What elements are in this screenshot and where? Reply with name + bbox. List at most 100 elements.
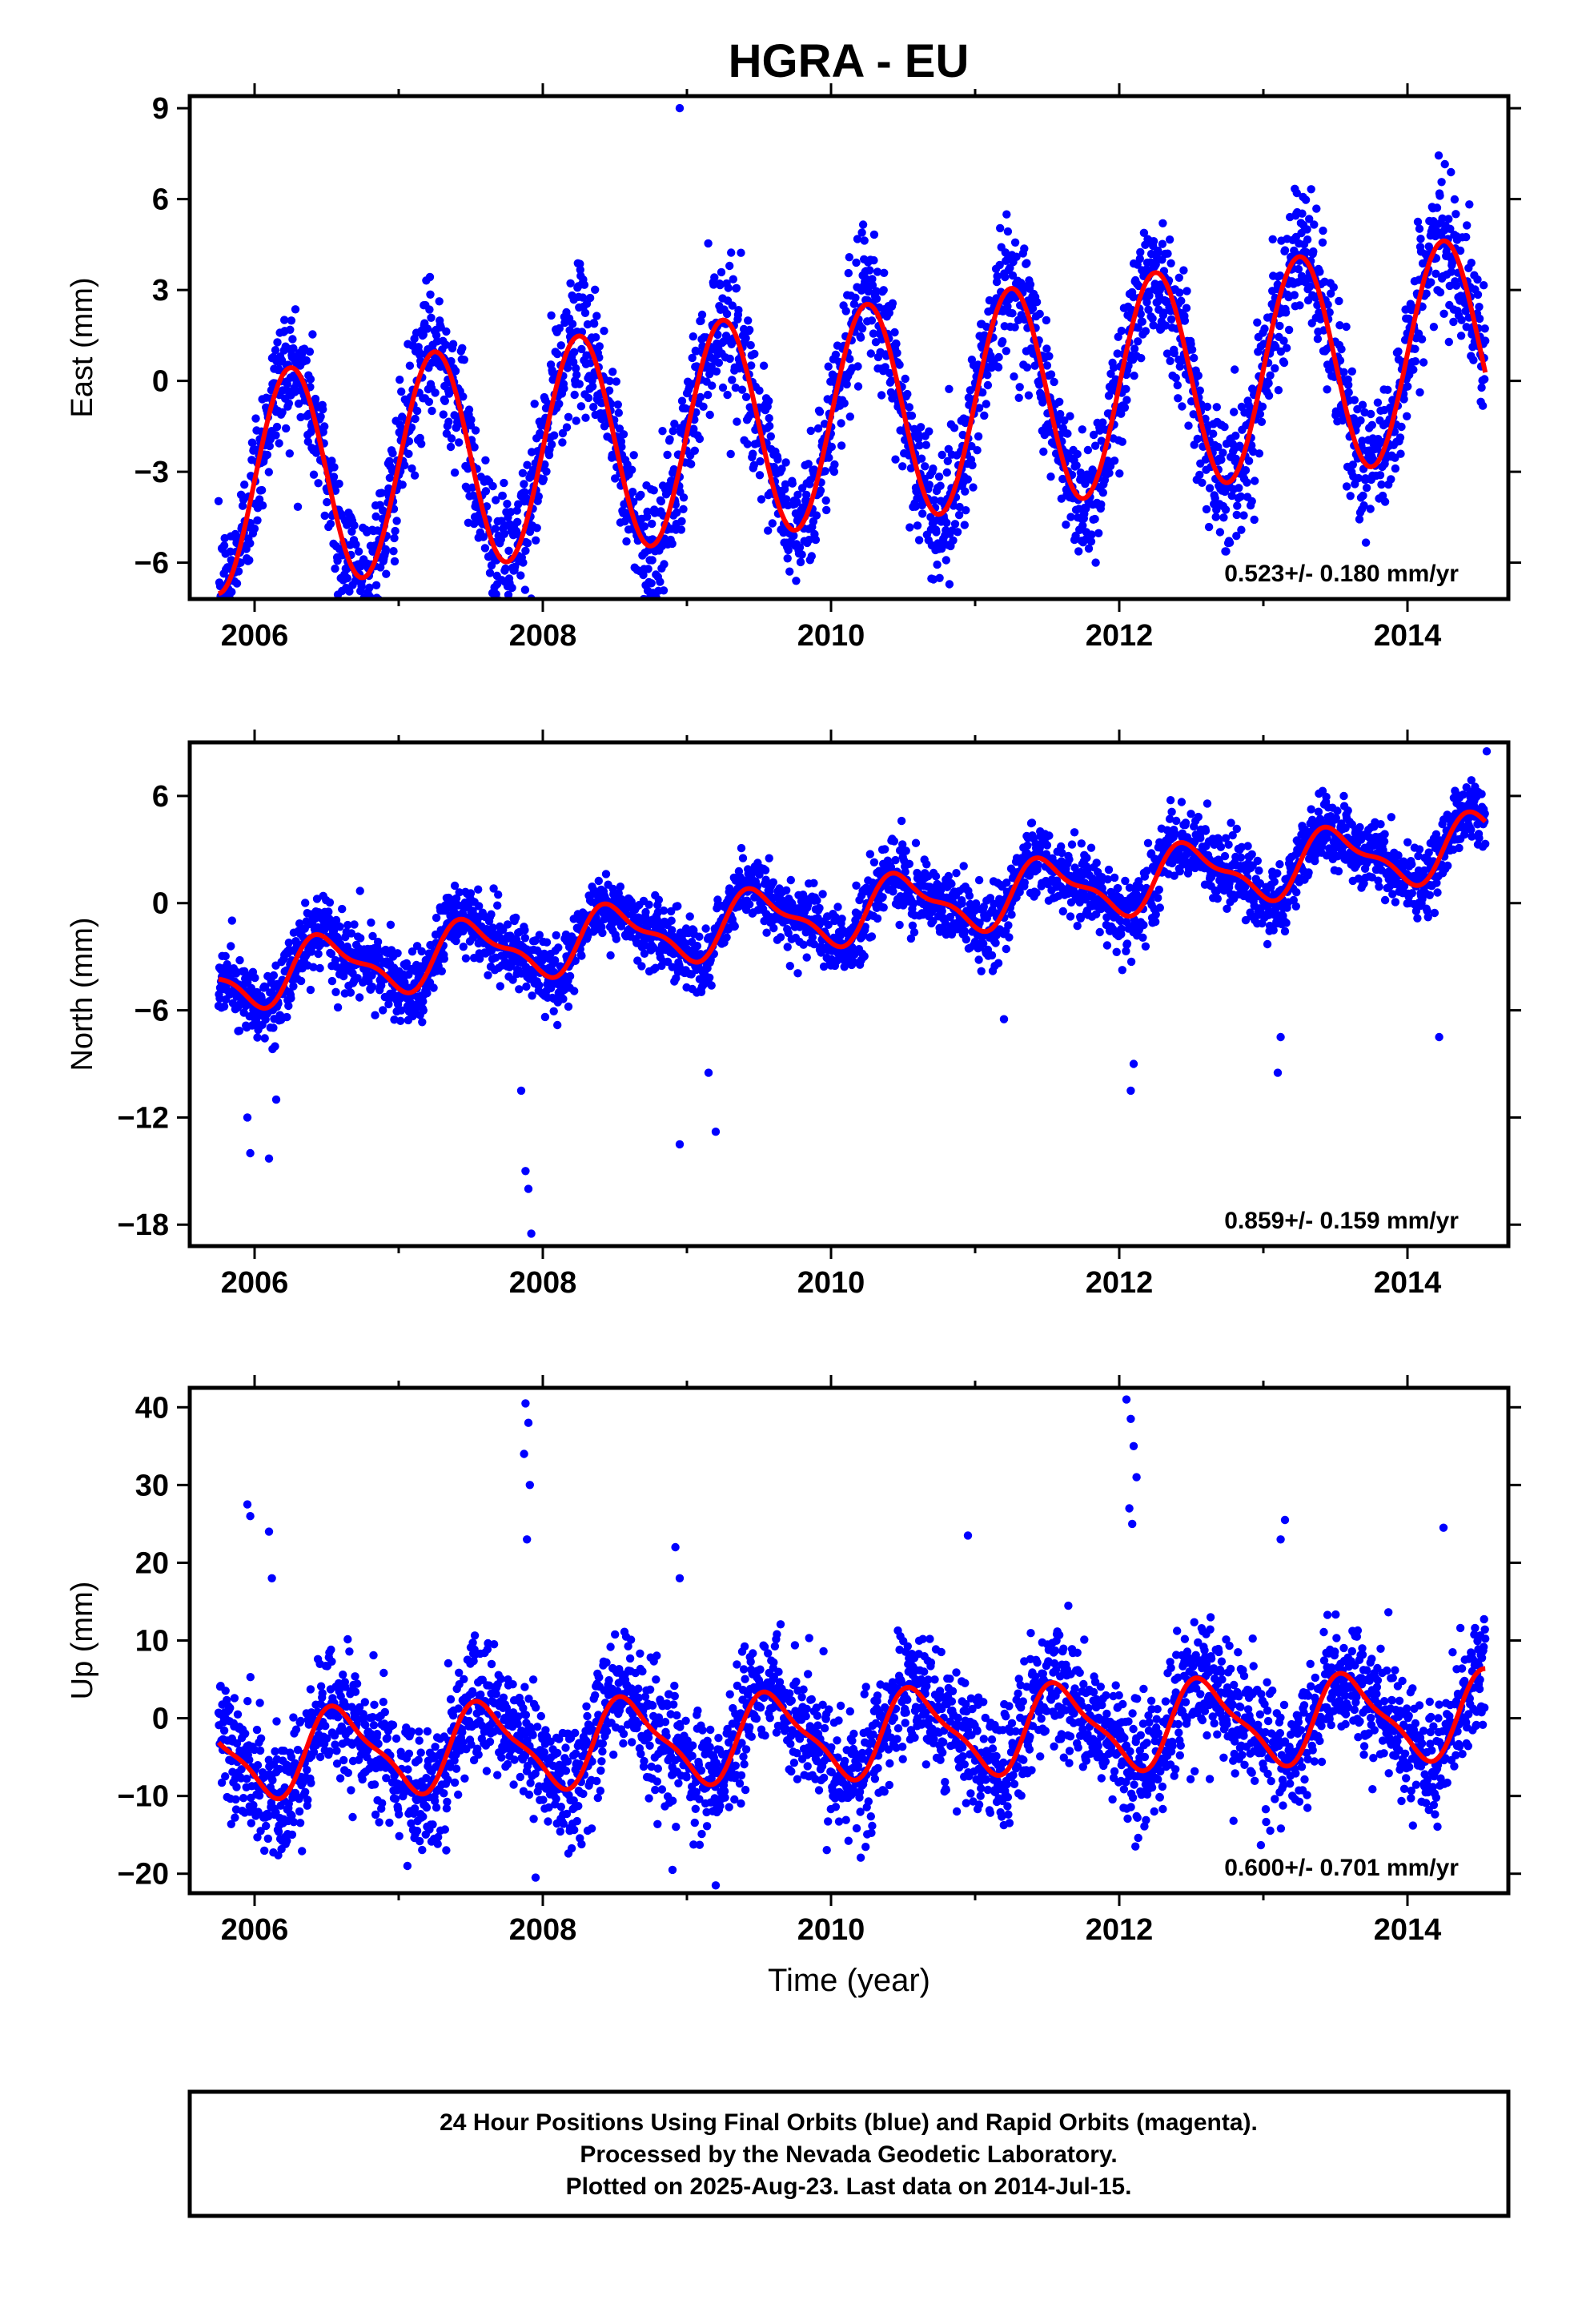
data-point bbox=[1306, 282, 1315, 291]
data-point bbox=[622, 537, 631, 546]
data-point bbox=[1137, 354, 1146, 363]
data-point bbox=[1012, 252, 1021, 261]
data-point bbox=[324, 907, 333, 916]
data-point bbox=[484, 971, 492, 980]
data-point bbox=[288, 335, 297, 344]
data-point bbox=[806, 426, 815, 436]
data-point bbox=[385, 473, 395, 482]
data-point bbox=[1344, 380, 1353, 389]
data-point bbox=[1130, 344, 1139, 353]
data-point bbox=[978, 388, 987, 397]
data-point bbox=[1236, 492, 1246, 501]
data-point bbox=[1387, 475, 1395, 484]
data-point bbox=[284, 399, 293, 408]
data-point bbox=[271, 1042, 279, 1051]
data-point bbox=[673, 508, 681, 517]
data-point bbox=[258, 501, 267, 510]
data-point bbox=[1439, 309, 1448, 318]
data-point bbox=[891, 455, 900, 464]
data-point bbox=[1437, 178, 1446, 187]
data-point bbox=[869, 858, 879, 867]
data-point bbox=[513, 517, 522, 526]
data-point bbox=[983, 371, 992, 380]
data-point bbox=[362, 619, 370, 627]
data-point bbox=[487, 910, 496, 919]
data-point bbox=[1134, 324, 1142, 332]
data-point bbox=[263, 450, 271, 460]
data-point bbox=[765, 854, 773, 862]
data-point bbox=[530, 400, 539, 408]
data-point bbox=[1255, 409, 1265, 419]
data-point bbox=[766, 432, 775, 441]
data-point bbox=[250, 524, 259, 533]
data-point bbox=[417, 440, 426, 448]
data-point bbox=[1090, 441, 1100, 450]
data-point bbox=[741, 334, 750, 343]
data-point bbox=[333, 557, 342, 565]
data-point bbox=[1022, 259, 1031, 267]
data-point bbox=[1475, 314, 1484, 324]
data-point bbox=[616, 883, 625, 891]
data-point bbox=[437, 967, 446, 976]
data-point bbox=[1411, 357, 1420, 366]
data-point bbox=[515, 985, 524, 994]
data-point bbox=[879, 286, 888, 295]
data-point bbox=[1294, 264, 1303, 274]
data-point bbox=[1179, 266, 1188, 275]
data-point bbox=[617, 442, 626, 452]
data-point bbox=[1097, 500, 1106, 509]
data-point bbox=[764, 526, 773, 535]
data-point bbox=[942, 468, 952, 477]
data-point bbox=[512, 604, 520, 612]
data-point bbox=[1416, 235, 1425, 243]
data-point bbox=[1014, 393, 1023, 402]
data-point bbox=[936, 481, 945, 490]
data-point bbox=[1231, 365, 1239, 374]
data-point bbox=[600, 327, 608, 336]
data-point bbox=[1241, 466, 1251, 475]
data-point bbox=[699, 402, 708, 411]
data-point bbox=[519, 558, 528, 567]
data-point bbox=[718, 383, 728, 392]
data-point bbox=[612, 935, 620, 943]
data-point bbox=[1447, 167, 1456, 177]
data-point bbox=[349, 612, 357, 620]
data-point bbox=[1284, 325, 1294, 335]
data-point bbox=[442, 327, 451, 336]
data-point bbox=[576, 402, 586, 411]
data-point bbox=[950, 424, 959, 432]
data-point bbox=[329, 472, 339, 481]
data-point bbox=[441, 340, 451, 349]
data-point bbox=[1312, 204, 1321, 213]
data-point bbox=[331, 987, 340, 997]
data-point bbox=[1480, 281, 1488, 290]
data-point bbox=[355, 887, 364, 895]
data-point bbox=[1462, 323, 1471, 332]
data-point bbox=[1230, 408, 1239, 416]
data-point bbox=[257, 485, 267, 495]
data-point bbox=[396, 1016, 405, 1026]
data-point bbox=[485, 569, 495, 577]
data-point bbox=[308, 330, 317, 339]
data-point bbox=[1403, 382, 1412, 391]
data-point bbox=[347, 929, 356, 938]
data-point bbox=[391, 526, 400, 536]
data-point bbox=[841, 307, 850, 316]
data-point bbox=[1144, 305, 1153, 314]
data-point bbox=[1202, 505, 1211, 514]
data-point bbox=[512, 506, 521, 515]
data-point bbox=[1397, 422, 1406, 432]
data-point bbox=[1134, 337, 1142, 346]
data-point bbox=[589, 403, 598, 412]
data-point bbox=[327, 456, 336, 465]
data-point bbox=[1403, 412, 1411, 420]
data-point bbox=[296, 412, 305, 422]
data-point bbox=[474, 885, 483, 894]
data-point bbox=[306, 985, 315, 995]
data-point bbox=[494, 891, 503, 899]
data-point bbox=[1313, 335, 1323, 344]
data-point bbox=[487, 605, 495, 613]
data-point bbox=[795, 543, 805, 552]
data-point bbox=[1211, 493, 1219, 503]
data-point bbox=[963, 475, 973, 484]
